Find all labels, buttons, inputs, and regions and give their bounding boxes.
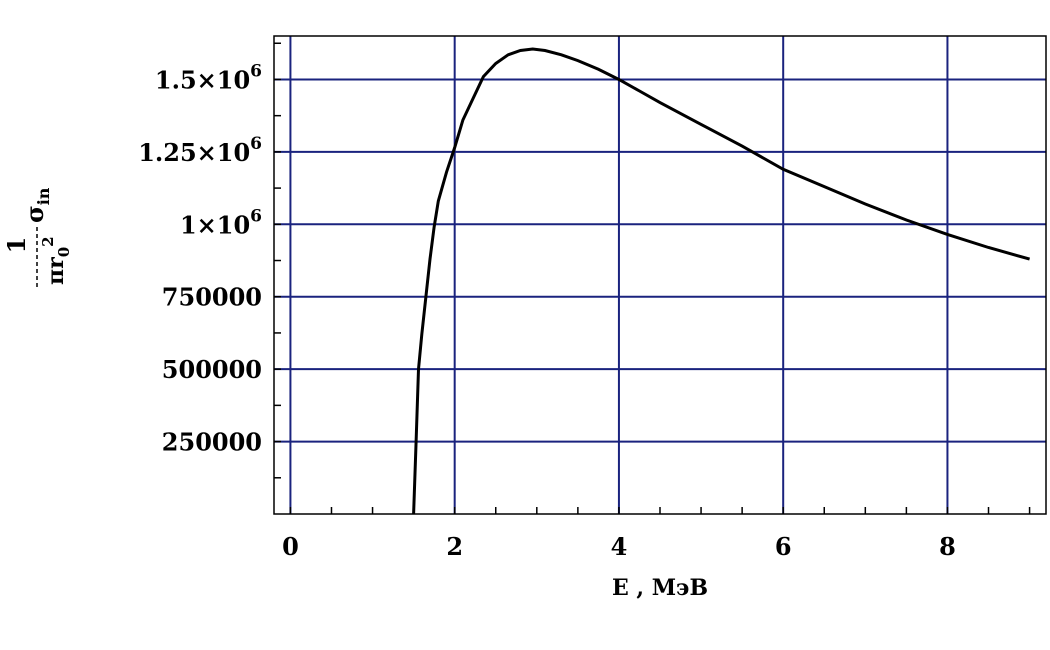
grid bbox=[274, 36, 1046, 514]
y-label-denominator: πr02 bbox=[39, 236, 73, 285]
y-label-denominator-base: πr bbox=[43, 257, 69, 285]
x-tick-labels: 0 2 4 6 8 bbox=[282, 532, 956, 561]
y-tick-label: 1.5×106 bbox=[155, 61, 262, 94]
y-tick-label: 750000 bbox=[162, 283, 262, 312]
y-label-denominator-sup: 2 bbox=[39, 236, 57, 246]
y-label-numerator: 1 bbox=[2, 237, 31, 254]
x-axis-title: E , МэВ bbox=[612, 575, 708, 601]
y-label-sigma: σin bbox=[20, 187, 53, 223]
y-tick-label: 1.25×106 bbox=[138, 134, 262, 167]
y-tick-labels: 250000 500000 750000 1×106 1.25×106 1.5×106 bbox=[138, 61, 262, 456]
x-tick-label: 8 bbox=[939, 532, 956, 561]
y-label-sigma-symbol: σ bbox=[20, 205, 49, 223]
x-tick-label: 4 bbox=[611, 532, 628, 561]
series-line bbox=[412, 47, 1031, 515]
y-label-sigma-sub: in bbox=[34, 187, 53, 205]
y-label-denominator-sub: 0 bbox=[55, 247, 73, 257]
y-tick-label: 250000 bbox=[162, 428, 262, 457]
x-tick-label: 0 bbox=[282, 532, 299, 561]
y-tick-label: 1×106 bbox=[180, 206, 262, 239]
y-tick-label: 500000 bbox=[162, 355, 262, 384]
minor-ticks bbox=[274, 42, 1031, 514]
x-tick-label: 6 bbox=[775, 532, 792, 561]
x-tick-label: 2 bbox=[446, 532, 463, 561]
plot-frame bbox=[273, 35, 1047, 515]
y-axis-title: 1 πr02 σin bbox=[2, 187, 73, 287]
